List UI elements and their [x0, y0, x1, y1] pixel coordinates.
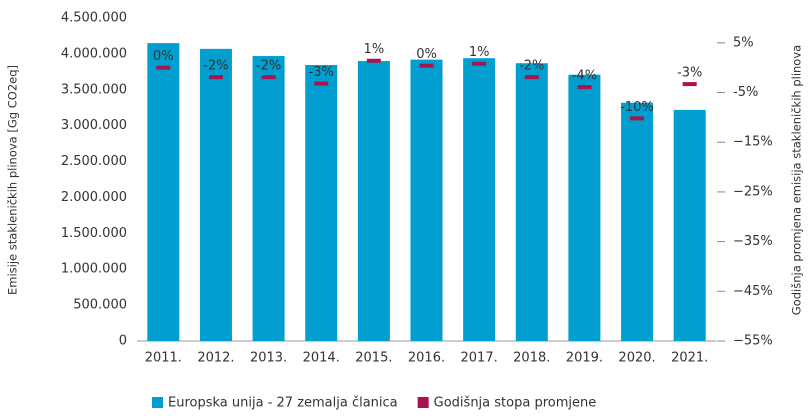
- value-label: 1%: [364, 42, 385, 57]
- x-tick-label: 2014.: [303, 351, 340, 366]
- y-tick-label: 2.000.000: [61, 190, 127, 205]
- bar: [199, 48, 232, 342]
- rate-marker: [524, 75, 539, 80]
- y2-tick-label: −35%: [733, 234, 773, 249]
- rate-marker: [366, 58, 381, 63]
- x-tick-label: 2012.: [197, 351, 234, 366]
- x-tick-label: 2020.: [618, 351, 655, 366]
- x-tick-label: 2021.: [671, 351, 708, 366]
- legend-swatch: [417, 397, 429, 408]
- y-tick-label: 3.500.000: [61, 82, 127, 97]
- x-tick-label: 2011.: [145, 351, 182, 366]
- bar: [410, 59, 443, 342]
- bar: [305, 65, 338, 342]
- y-axis-label: Emisije stakleničkih plinova [Gg CO2eq]: [6, 65, 20, 295]
- x-tick-label: 2013.: [250, 351, 287, 366]
- bar: [515, 63, 548, 341]
- legend-swatch: [152, 397, 163, 408]
- y-tick-label: 1.500.000: [61, 226, 127, 241]
- y2-tick-label: -5%: [733, 85, 758, 100]
- legend-label: Europska unija - 27 zemalja članica: [168, 396, 398, 411]
- bar: [357, 61, 390, 342]
- y-tick-label: 3.000.000: [61, 118, 127, 133]
- value-label: -2%: [519, 59, 544, 74]
- bar: [147, 43, 180, 341]
- bar: [673, 109, 706, 342]
- y2-axis-label: Godišnja promjena emisija stakleničkih p…: [790, 45, 804, 315]
- rate-marker: [630, 116, 645, 121]
- x-tick-label: 2015.: [355, 351, 392, 366]
- y-tick-label: 500.000: [73, 298, 127, 313]
- value-label: -2%: [256, 59, 281, 74]
- y-tick-label: 1.000.000: [61, 262, 127, 277]
- rate-marker: [208, 75, 223, 80]
- bar: [621, 102, 654, 341]
- rate-marker: [472, 61, 487, 66]
- bar: [568, 74, 601, 342]
- x-tick-label: 2016.: [408, 351, 445, 366]
- y-tick-label: 0: [119, 334, 127, 349]
- y2-tick-label: 5%: [733, 35, 754, 50]
- rate-marker: [314, 81, 329, 86]
- y2-tick-label: −25%: [733, 184, 773, 199]
- x-tick-label: 2017.: [461, 351, 498, 366]
- value-label: 0%: [153, 49, 174, 64]
- rate-marker: [261, 75, 276, 80]
- y-tick-label: 4.000.000: [61, 46, 127, 61]
- legend-label: Godišnja stopa promjene: [434, 396, 597, 411]
- rate-marker: [682, 82, 697, 87]
- y-tick-label: 2.500.000: [61, 154, 127, 169]
- value-label: -3%: [677, 66, 702, 81]
- value-label: -10%: [620, 100, 654, 115]
- bar: [463, 58, 496, 341]
- value-label: 1%: [469, 45, 490, 60]
- bar: [252, 56, 285, 341]
- x-tick-label: 2019.: [566, 351, 603, 366]
- rate-marker: [419, 63, 434, 68]
- y2-tick-label: −15%: [733, 135, 773, 150]
- value-label: 0%: [416, 47, 437, 62]
- y2-tick-label: −45%: [733, 284, 773, 299]
- y2-tick-label: −55%: [733, 334, 773, 349]
- value-label: -2%: [203, 59, 228, 74]
- value-label: -3%: [309, 65, 334, 80]
- value-label: -4%: [572, 69, 597, 84]
- rate-marker: [577, 85, 592, 90]
- x-tick-label: 2018.: [513, 351, 550, 366]
- y-tick-label: 4.500.000: [61, 11, 127, 26]
- rate-marker: [156, 65, 171, 70]
